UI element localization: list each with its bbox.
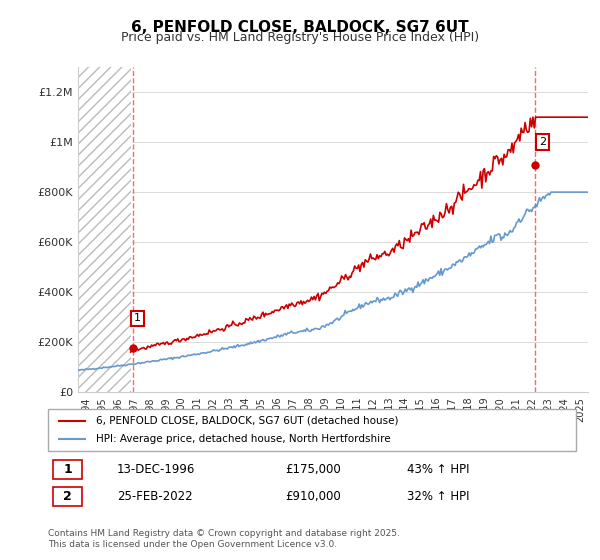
Text: £910,000: £910,000: [286, 490, 341, 503]
Text: 43% ↑ HPI: 43% ↑ HPI: [407, 463, 470, 476]
Text: 32% ↑ HPI: 32% ↑ HPI: [407, 490, 470, 503]
Bar: [78, 67, 131, 392]
Text: 2: 2: [63, 490, 72, 503]
Text: 1: 1: [63, 463, 72, 476]
Text: HPI: Average price, detached house, North Hertfordshire: HPI: Average price, detached house, Nort…: [95, 434, 390, 444]
Text: £175,000: £175,000: [286, 463, 341, 476]
Bar: [78, 67, 131, 392]
FancyBboxPatch shape: [48, 409, 576, 451]
Text: 25-FEB-2022: 25-FEB-2022: [116, 490, 192, 503]
Text: 13-DEC-1996: 13-DEC-1996: [116, 463, 195, 476]
Text: 1: 1: [134, 313, 141, 323]
FancyBboxPatch shape: [53, 487, 82, 506]
Text: 6, PENFOLD CLOSE, BALDOCK, SG7 6UT: 6, PENFOLD CLOSE, BALDOCK, SG7 6UT: [131, 20, 469, 35]
Text: Contains HM Land Registry data © Crown copyright and database right 2025.
This d: Contains HM Land Registry data © Crown c…: [48, 529, 400, 549]
FancyBboxPatch shape: [53, 460, 82, 479]
Text: Price paid vs. HM Land Registry's House Price Index (HPI): Price paid vs. HM Land Registry's House …: [121, 31, 479, 44]
Text: 2: 2: [539, 137, 546, 147]
Text: 6, PENFOLD CLOSE, BALDOCK, SG7 6UT (detached house): 6, PENFOLD CLOSE, BALDOCK, SG7 6UT (deta…: [95, 416, 398, 426]
